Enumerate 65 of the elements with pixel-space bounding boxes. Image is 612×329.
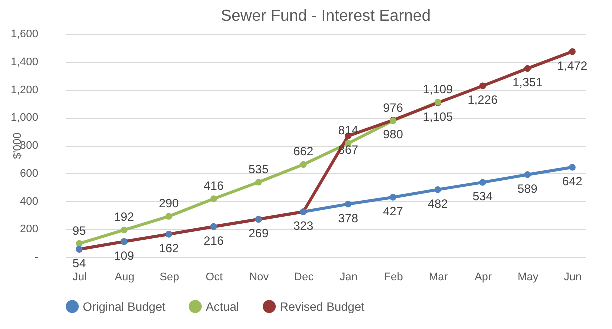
legend-label: Original Budget	[83, 300, 166, 314]
data-label: 54	[72, 256, 86, 270]
x-tick-label: May	[518, 272, 540, 284]
data-label: 323	[294, 218, 314, 233]
y-tick-label: 1,200	[10, 84, 38, 96]
point	[569, 164, 576, 171]
x-tick-label: Jan	[340, 272, 358, 284]
point	[390, 194, 397, 201]
data-label: 216	[204, 234, 224, 248]
x-tick-label: Aug	[114, 272, 135, 284]
data-label: 192	[114, 210, 135, 224]
x-tick-label: Oct	[206, 272, 223, 284]
data-label: 642	[562, 174, 583, 189]
point	[120, 226, 128, 234]
legend-label: Actual	[206, 300, 240, 314]
data-label: 378	[338, 211, 359, 226]
data-label: 482	[428, 196, 448, 211]
y-tick-label: 600	[20, 168, 38, 180]
data-label: 162	[159, 241, 180, 256]
data-label: 1,472	[558, 58, 588, 73]
data-label: 290	[159, 196, 180, 211]
data-label: 427	[383, 204, 404, 218]
point	[255, 179, 262, 186]
point	[210, 196, 218, 202]
point	[569, 48, 576, 56]
y-tick-label: 200	[20, 224, 38, 236]
x-tick-label: Sep	[160, 272, 180, 284]
data-label: 589	[518, 182, 538, 196]
data-label: 1,226	[468, 93, 498, 108]
data-label: 269	[248, 226, 270, 241]
y-tick-label: 1,400	[10, 56, 38, 68]
point	[76, 240, 83, 248]
data-label: 1,109	[423, 82, 454, 96]
legend-label: Revised Budget	[280, 300, 366, 314]
data-label: 535	[248, 162, 270, 176]
x-tick-label: Jul	[72, 272, 87, 284]
point	[480, 82, 486, 90]
point	[524, 65, 532, 72]
point	[480, 179, 486, 186]
chart-title: Sewer Fund - Interest Earned	[221, 8, 431, 25]
y-tick-label: -	[34, 252, 39, 264]
data-label: 95	[72, 224, 86, 238]
y-tick-label: 1,000	[10, 112, 38, 124]
point	[524, 172, 532, 178]
data-label: 1,351	[512, 76, 544, 90]
data-label: 1,105	[423, 110, 454, 124]
y-tick-label: 1,600	[10, 28, 38, 40]
data-label: 976	[383, 100, 404, 115]
point	[434, 186, 442, 194]
x-tick-label: Dec	[294, 272, 314, 284]
data-label: 109	[114, 248, 135, 263]
data-label: 534	[472, 190, 494, 204]
data-label: 980	[383, 127, 404, 142]
point	[345, 200, 352, 208]
x-tick-label: Mar	[429, 272, 448, 284]
y-tick-label: 800	[20, 140, 38, 152]
y-tick-label: 400	[20, 196, 38, 208]
x-tick-label: Apr	[474, 272, 492, 284]
data-label: 416	[204, 179, 224, 194]
data-label: 662	[294, 144, 314, 159]
point	[166, 213, 172, 220]
x-tick-label: Jun	[564, 272, 582, 284]
x-tick-label: Feb	[384, 272, 404, 284]
point	[300, 161, 307, 168]
x-tick-label: Nov	[249, 272, 270, 284]
